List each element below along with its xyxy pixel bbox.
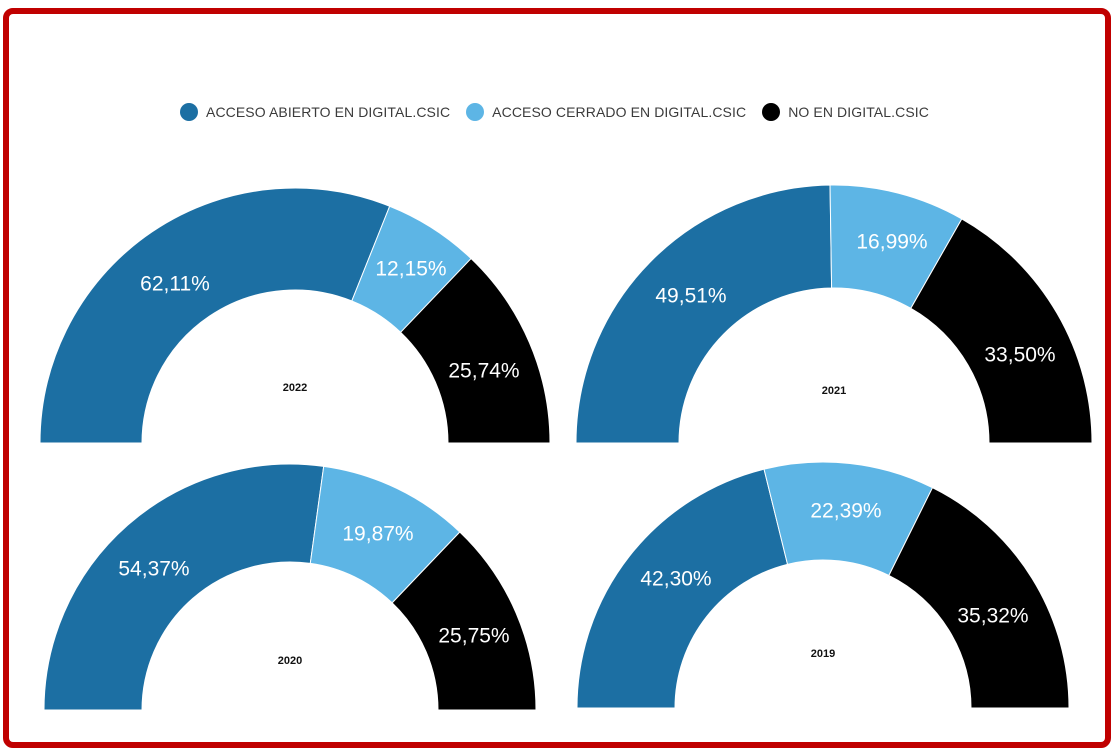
data-label-2022-closed-access: 12,15% (375, 258, 446, 281)
legend-label-not-in-digital: NO EN DIGITAL.CSIC (788, 104, 929, 120)
gauge-slice-2019-open-access[interactable] (576, 468, 789, 709)
legend-dot-closed-access (466, 103, 485, 121)
center-label-2020: 2020 (278, 655, 302, 667)
gauge-slice-2020-open-access[interactable] (43, 463, 325, 711)
legend-dot-open-access (180, 103, 198, 121)
gauge-slice-2019-not-in-digital[interactable] (888, 487, 1070, 709)
gauge-slice-2021-open-access[interactable] (575, 184, 833, 444)
legend: ACCESO ABIERTO EN DIGITAL.CSIC ACCESO CE… (0, 103, 1115, 121)
gauge-slice-2022-open-access[interactable] (39, 187, 391, 444)
data-label-2021-not-in-digital: 33,50% (984, 344, 1055, 367)
data-label-2020-not-in-digital: 25,75% (438, 625, 509, 648)
data-label-2020-open-access: 54,37% (118, 558, 189, 581)
gauge-slice-2022-not-in-digital[interactable] (399, 257, 551, 444)
legend-dot-not-in-digital (762, 103, 781, 121)
data-label-2019-closed-access: 22,39% (810, 500, 881, 523)
data-label-2021-open-access: 49,51% (655, 285, 726, 308)
data-label-2021-closed-access: 16,99% (856, 231, 927, 254)
data-label-2020-closed-access: 19,87% (342, 523, 413, 546)
gauge-chart-2020: 54,37% 19,87% 25,75% 2020 (43, 463, 537, 711)
gauge-slice-2021-not-in-digital[interactable] (910, 218, 1093, 444)
legend-label-closed-access: ACCESO CERRADO EN DIGITAL.CSIC (492, 104, 747, 120)
data-label-2019-not-in-digital: 35,32% (957, 605, 1028, 628)
center-label-2019: 2019 (811, 648, 835, 660)
legend-item-closed-access[interactable]: ACCESO CERRADO EN DIGITAL.CSIC (466, 103, 746, 121)
legend-item-not-in-digital[interactable]: NO EN DIGITAL.CSIC (762, 103, 929, 121)
data-label-2022-not-in-digital: 25,74% (448, 360, 519, 383)
legend-label-open-access: ACCESO ABIERTO EN DIGITAL.CSIC (206, 104, 451, 120)
gauge-chart-2019: 42,30% 22,39% 35,32% 2019 (576, 461, 1070, 709)
center-label-2022: 2022 (283, 382, 307, 394)
data-label-2022-open-access: 62,11% (140, 273, 210, 296)
data-label-2019-open-access: 42,30% (640, 568, 711, 591)
gauge-chart-2021: 49,51% 16,99% 33,50% 2021 (575, 184, 1093, 444)
center-label-2021: 2021 (822, 385, 846, 397)
gauge-slice-2020-not-in-digital[interactable] (391, 531, 537, 711)
gauge-chart-2022: 62,11% 12,15% 25,74% 2022 (39, 187, 551, 444)
chart-frame (3, 8, 1111, 748)
legend-item-open-access[interactable]: ACCESO ABIERTO EN DIGITAL.CSIC (180, 103, 450, 121)
